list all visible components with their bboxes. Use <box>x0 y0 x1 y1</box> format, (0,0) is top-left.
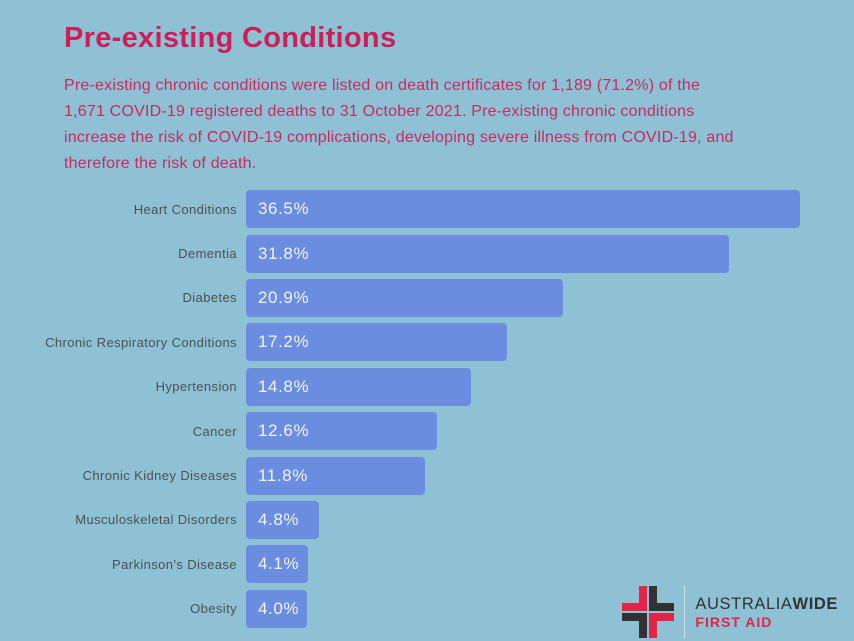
bar: 11.8% <box>246 456 426 495</box>
brand-name: AUSTRALIAWIDE <box>695 595 838 614</box>
bar-category-label: Hypertension <box>155 379 237 395</box>
bar-track: 11.8% <box>246 456 800 495</box>
bar-value-label: 4.0% <box>258 598 300 618</box>
bar-value-label: 4.8% <box>258 509 300 529</box>
bar: 4.0% <box>246 589 307 628</box>
page-title: Pre-existing Conditions <box>64 22 397 54</box>
bar: 14.8% <box>246 367 471 406</box>
brand-name-part2: WIDE <box>792 594 838 613</box>
bar-category-label: Chronic Kidney Diseases <box>82 468 237 484</box>
first-aid-cross-icon <box>622 586 675 638</box>
bar-track: 12.6% <box>246 412 800 451</box>
bar: 31.8% <box>246 234 729 273</box>
bar-value-label: 31.8% <box>258 243 310 263</box>
brand-logo: AUSTRALIAWIDE FIRST AID <box>622 586 838 638</box>
bar: 17.2% <box>246 323 508 362</box>
bar-track: 20.9% <box>246 278 800 317</box>
bar-track: 31.8% <box>246 234 800 273</box>
logo-divider <box>684 586 686 638</box>
chart-row: Chronic Respiratory Conditions 17.2% <box>0 320 854 364</box>
bar-value-label: 11.8% <box>258 465 308 485</box>
bar: 36.5% <box>246 190 800 229</box>
bar-category-label: Diabetes <box>182 290 237 306</box>
header: Pre-existing Conditions Pre-existing chr… <box>64 22 784 177</box>
chart-row: Cancer 12.6% <box>0 409 854 453</box>
chart-row: Heart Conditions 36.5% <box>0 187 854 231</box>
bar-track: 17.2% <box>246 323 800 362</box>
chart-row: Musculoskeletal Disorders 4.8% <box>0 498 854 542</box>
bar-value-label: 12.6% <box>258 421 310 441</box>
chart-row: Chronic Kidney Diseases 11.8% <box>0 453 854 497</box>
bar-track: 36.5% <box>246 190 800 229</box>
chart-row: Obesity 4.0% <box>0 587 854 631</box>
chart-row: Hypertension 14.8% <box>0 365 854 409</box>
chart-row: Diabetes 20.9% <box>0 276 854 320</box>
bar-chart: Heart Conditions 36.5% Dementia 31.8% Diabet… <box>0 187 854 631</box>
bar-value-label: 14.8% <box>258 376 310 396</box>
bar-category-label: Musculoskeletal Disorders <box>75 512 237 528</box>
chart-description: Pre-existing chronic conditions were lis… <box>64 77 734 172</box>
bar-category-label: Dementia <box>178 246 237 262</box>
bar-category-label: Obesity <box>190 601 237 617</box>
brand-name-part1: AUSTRALIA <box>695 594 793 613</box>
bar-track: 14.8% <box>246 367 800 406</box>
bar-category-label: Cancer <box>192 423 237 439</box>
logo-text: AUSTRALIAWIDE FIRST AID <box>695 595 838 630</box>
brand-tagline: FIRST AID <box>695 613 773 630</box>
bar-value-label: 36.5% <box>258 199 310 219</box>
bar: 12.6% <box>246 412 438 451</box>
bar-category-label: Parkinson's Disease <box>112 556 237 572</box>
chart-row: Parkinson's Disease 4.1% <box>0 542 854 586</box>
bar-value-label: 4.1% <box>258 554 300 574</box>
bar: 4.1% <box>246 545 309 584</box>
bar-category-label: Chronic Respiratory Conditions <box>45 334 237 350</box>
chart-row: Dementia 31.8% <box>0 231 854 275</box>
bar-track: 4.1% <box>246 545 800 584</box>
bar-category-label: Heart Conditions <box>133 201 237 217</box>
bar: 20.9% <box>246 278 564 317</box>
bar-track: 4.0% <box>246 589 800 628</box>
bar-value-label: 17.2% <box>258 332 310 352</box>
bar-track: 4.8% <box>246 500 800 539</box>
bar-value-label: 20.9% <box>258 287 310 307</box>
bar: 4.8% <box>246 500 319 539</box>
